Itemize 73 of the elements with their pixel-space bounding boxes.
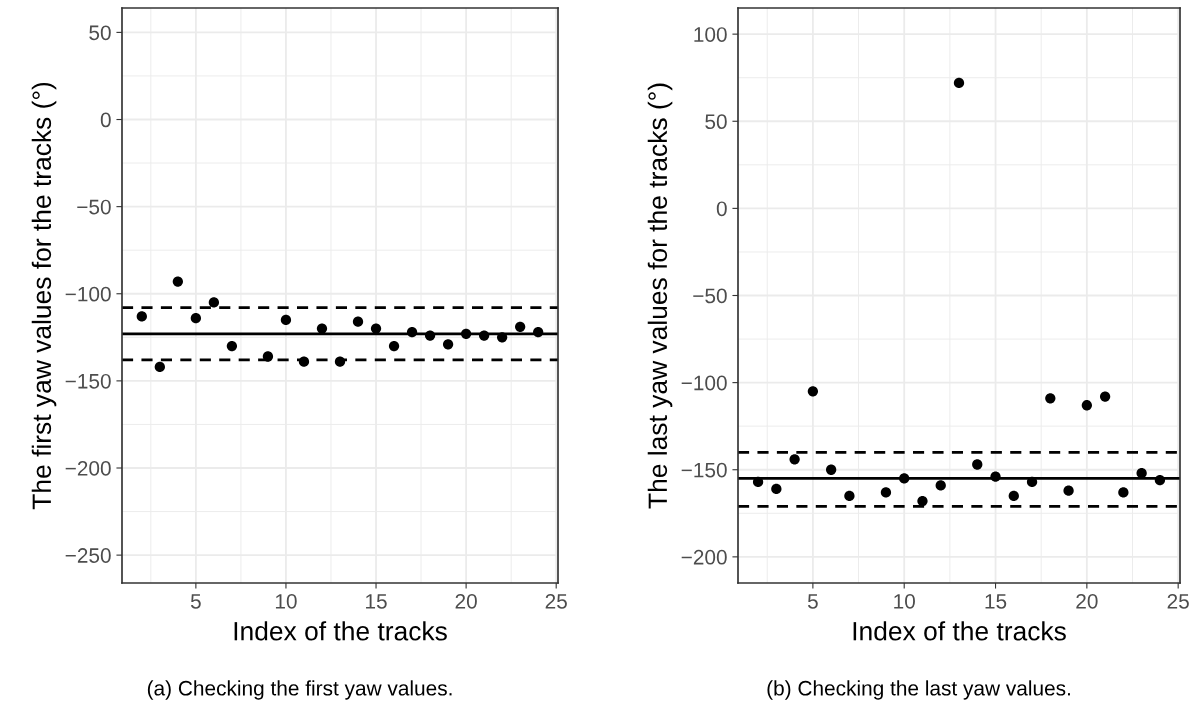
point bbox=[280, 314, 292, 326]
point bbox=[826, 464, 837, 475]
x-tick-label: 15 bbox=[985, 594, 1007, 609]
point bbox=[262, 351, 274, 362]
text: (b) Checking the last yaw values. bbox=[767, 680, 1070, 700]
y-tick-label: −150 bbox=[65, 373, 111, 389]
point bbox=[953, 77, 965, 89]
point bbox=[771, 483, 782, 495]
point bbox=[972, 459, 983, 470]
y-tick-label: −100 bbox=[65, 286, 111, 302]
x-tick-label: 20 bbox=[455, 593, 477, 609]
point bbox=[478, 330, 490, 341]
point bbox=[208, 297, 220, 308]
y-tick-label: −250 bbox=[65, 548, 111, 563]
x-tick-label: 10 bbox=[894, 593, 915, 609]
point bbox=[424, 330, 436, 341]
point bbox=[899, 473, 910, 484]
x-tick-label: 20 bbox=[1076, 593, 1098, 609]
y-tick-label: −50 bbox=[77, 199, 111, 215]
point bbox=[533, 326, 544, 338]
y-tick-label: −200 bbox=[681, 549, 727, 565]
point bbox=[1154, 475, 1166, 486]
point bbox=[154, 361, 165, 373]
point bbox=[334, 356, 346, 367]
y-tick-label: −100 bbox=[681, 375, 727, 391]
point bbox=[880, 487, 892, 498]
x-tick-label: 25 bbox=[545, 593, 567, 609]
point bbox=[1026, 476, 1038, 488]
point bbox=[172, 276, 183, 287]
x-axis-title: Index of the tracks bbox=[234, 621, 447, 641]
point bbox=[1045, 393, 1056, 404]
point bbox=[935, 480, 946, 491]
point bbox=[1099, 391, 1111, 402]
point bbox=[460, 328, 472, 339]
point bbox=[497, 332, 508, 343]
point bbox=[190, 313, 202, 324]
point bbox=[388, 340, 400, 352]
point bbox=[1118, 487, 1129, 498]
point bbox=[990, 471, 1001, 482]
point bbox=[136, 311, 147, 322]
x-tick-label: 5 bbox=[190, 594, 201, 609]
point bbox=[515, 321, 526, 333]
x-axis-title: Index of the tracks bbox=[853, 621, 1066, 641]
point bbox=[807, 386, 819, 397]
point bbox=[917, 495, 928, 507]
point bbox=[752, 476, 764, 488]
point bbox=[844, 490, 855, 502]
point bbox=[442, 339, 454, 350]
point bbox=[352, 316, 364, 327]
point bbox=[1063, 485, 1074, 496]
y-tick-label: −150 bbox=[681, 462, 727, 478]
point bbox=[226, 340, 238, 352]
y-tick-label: 0 bbox=[100, 112, 111, 128]
x-tick-label: 5 bbox=[807, 594, 818, 609]
point bbox=[316, 323, 328, 334]
y-tick-label: 50 bbox=[705, 114, 727, 130]
y-tick-label: −200 bbox=[65, 461, 111, 476]
y-tick-label: −50 bbox=[693, 288, 727, 304]
y-tick-label: 100 bbox=[694, 27, 727, 42]
y-axis-title: The last yaw values for the tracks (°) bbox=[647, 83, 673, 509]
point bbox=[370, 323, 382, 334]
x-tick-label: 15 bbox=[366, 594, 387, 609]
point bbox=[1081, 400, 1092, 411]
x-tick-label: 10 bbox=[275, 593, 297, 609]
point bbox=[298, 356, 310, 367]
point bbox=[789, 454, 800, 465]
y-axis-title: The first yaw values for the tracks (°) bbox=[31, 82, 57, 510]
y-tick-label: 50 bbox=[89, 25, 111, 41]
x-tick-label: 25 bbox=[1167, 593, 1189, 609]
text: (a) Checking the first yaw values. bbox=[147, 680, 452, 700]
point bbox=[1008, 490, 1019, 502]
point bbox=[406, 326, 418, 338]
y-tick-label: 0 bbox=[716, 201, 727, 217]
